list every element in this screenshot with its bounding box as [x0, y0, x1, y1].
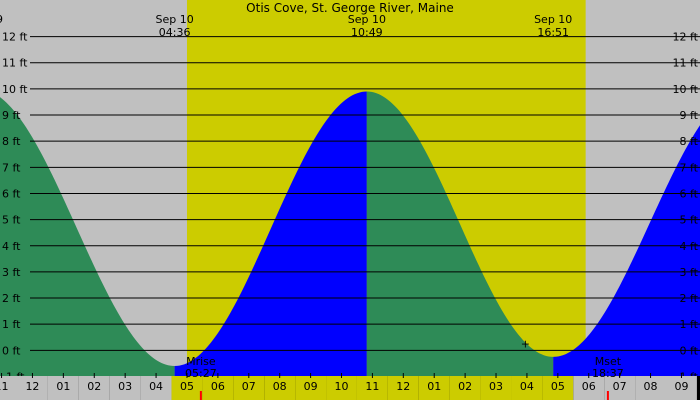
axis-hour-cell — [47, 376, 79, 400]
axis-hour-cell — [295, 376, 327, 400]
x-tick-label: 02 — [458, 380, 472, 393]
y-tick-label-right: 1 ft — [680, 318, 699, 331]
axis-hour-cell — [0, 376, 17, 400]
y-tick-label: 0 ft — [2, 344, 21, 357]
axis-hour-cell — [511, 376, 543, 400]
y-tick-label-right: 12 ft — [673, 31, 699, 44]
x-tick-label: 04 — [149, 380, 163, 393]
y-tick-label: 2 ft — [2, 292, 21, 305]
axis-hour-cell — [604, 376, 636, 400]
axis-hour-cell — [202, 376, 234, 400]
y-tick-label: 12 ft — [2, 31, 28, 44]
x-tick-label: 12 — [25, 380, 39, 393]
y-tick-label: 3 ft — [2, 266, 21, 279]
x-tick-label: 12 — [396, 380, 410, 393]
clipped-date-fragment: 9 — [0, 13, 3, 26]
y-tick-label-right: 11 ft — [673, 57, 699, 70]
chart-title: Otis Cove, St. George River, Maine — [246, 1, 454, 15]
axis-hour-cell — [635, 376, 667, 400]
rising-tide-area — [553, 125, 700, 376]
y-tick-label-right: 0 ft — [680, 344, 699, 357]
y-tick-label: 4 ft — [2, 240, 21, 253]
y-tick-label-right: 5 ft — [680, 214, 699, 227]
y-tick-label-right: 10 ft — [673, 83, 699, 96]
axis-hour-cell — [418, 376, 450, 400]
moon-event-label: Mrise — [186, 355, 216, 368]
y-tick-label: 7 ft — [2, 161, 21, 174]
x-tick-label: 04 — [520, 380, 534, 393]
axis-hour-cell — [666, 376, 697, 400]
y-tick-label: 8 ft — [2, 135, 21, 148]
y-tick-label: 9 ft — [2, 109, 21, 122]
moon-event-time: 18:37 — [592, 367, 624, 380]
rising-tide-area — [174, 91, 367, 376]
x-tick-label: 08 — [644, 380, 658, 393]
x-tick-label: 07 — [613, 380, 627, 393]
axis-hour-cell — [542, 376, 574, 400]
current-level-marker: + — [521, 337, 530, 350]
y-tick-label-right: 2 ft — [680, 292, 699, 305]
axis-hour-cell — [573, 376, 605, 400]
x-tick-label: 02 — [87, 380, 101, 393]
axis-hour-cell — [233, 376, 265, 400]
x-tick-label: 01 — [427, 380, 441, 393]
extreme-date-label: Sep 10 — [348, 13, 386, 26]
y-tick-label: 5 ft — [2, 214, 21, 227]
axis-hour-cell — [387, 376, 419, 400]
x-tick-label: 03 — [118, 380, 132, 393]
x-tick-label: 11 — [0, 380, 9, 393]
x-tick-label: 05 — [551, 380, 565, 393]
y-tick-label-right: 9 ft — [680, 109, 699, 122]
x-tick-label: 01 — [56, 380, 70, 393]
y-tick-label-right: 3 ft — [680, 266, 699, 279]
axis-hour-cell — [109, 376, 141, 400]
axis-hour-cell — [356, 376, 388, 400]
extreme-time-label: 10:49 — [351, 26, 383, 39]
x-axis: 11 12 01 02 03 04 05 06 07 08 09 10 11 12 01 02 03 04 05 06… — [0, 373, 697, 400]
y-tick-label-right: 6 ft — [680, 187, 699, 200]
axis-hour-cell — [326, 376, 357, 400]
x-tick-label: 08 — [273, 380, 287, 393]
extreme-time-label: 16:51 — [537, 26, 569, 39]
extreme-time-label: 04:36 — [159, 26, 191, 39]
falling-tide-area — [366, 91, 554, 376]
x-tick-label: 11 — [365, 380, 379, 393]
extreme-date-label: Sep 10 — [155, 13, 193, 26]
x-tick-label: 10 — [335, 380, 349, 393]
axis-hour-cell — [449, 376, 481, 400]
moon-event-label: Mset — [595, 355, 622, 368]
y-tick-label: 1 ft — [2, 318, 21, 331]
x-tick-label: 09 — [674, 380, 688, 393]
y-tick-label: 6 ft — [2, 187, 21, 200]
axis-hour-cell — [480, 376, 512, 400]
axis-hour-cell — [78, 376, 110, 400]
y-tick-label-right: 7 ft — [680, 161, 699, 174]
moon-event-time: 05:27 — [185, 367, 217, 380]
x-tick-label: 06 — [582, 380, 596, 393]
axis-hour-cell — [16, 376, 48, 400]
x-tick-label: 05 — [180, 380, 194, 393]
y-tick-label-right: 8 ft — [680, 135, 699, 148]
y-tick-label-right: 4 ft — [680, 240, 699, 253]
x-tick-label: 06 — [211, 380, 225, 393]
y-tick-label: 10 ft — [2, 83, 28, 96]
x-tick-label: 07 — [242, 380, 256, 393]
y-tick-label: 11 ft — [2, 57, 28, 70]
x-tick-label: 09 — [304, 380, 318, 393]
axis-hour-cell — [171, 376, 203, 400]
axis-hour-cell — [140, 376, 172, 400]
x-tick-label: 03 — [489, 380, 503, 393]
axis-hour-cell — [264, 376, 296, 400]
extreme-date-label: Sep 10 — [534, 13, 572, 26]
